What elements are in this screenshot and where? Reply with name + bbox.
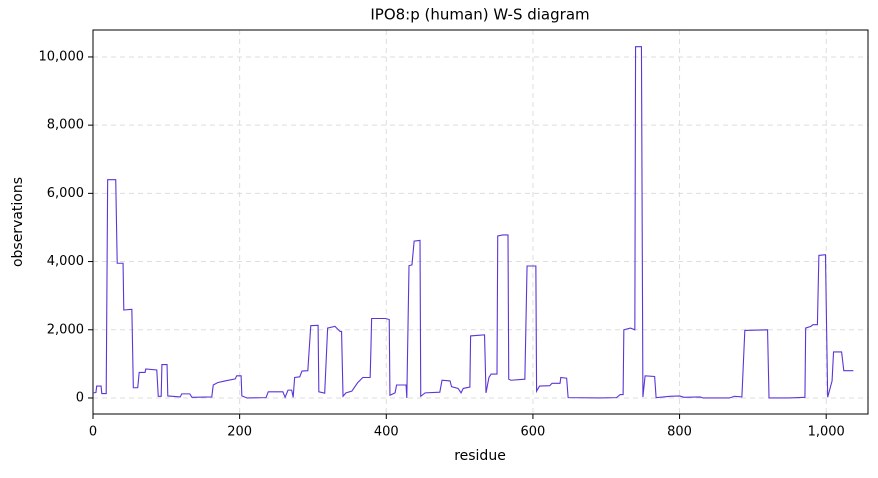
y-tick-label: 10,000 [39, 49, 85, 64]
y-tick-label: 4,000 [47, 254, 84, 269]
x-tick-label: 0 [89, 425, 97, 440]
x-tick-label: 800 [667, 425, 692, 440]
y-tick-label: 6,000 [47, 186, 84, 201]
x-axis-label: residue [454, 448, 506, 464]
y-tick-label: 8,000 [47, 118, 84, 133]
plot-frame [92, 29, 869, 415]
x-tick-label: 600 [521, 425, 546, 440]
y-tick-label: 0 [76, 390, 84, 405]
x-tick-label: 400 [374, 425, 399, 440]
y-axis-label: observations [10, 177, 26, 267]
chart-title: IPO8:p (human) W-S diagram [370, 6, 589, 24]
y-tick-label: 2,000 [47, 322, 84, 337]
x-tick-label: 200 [227, 425, 252, 440]
x-tick-label: 1,000 [808, 425, 845, 440]
data-line [92, 46, 854, 399]
